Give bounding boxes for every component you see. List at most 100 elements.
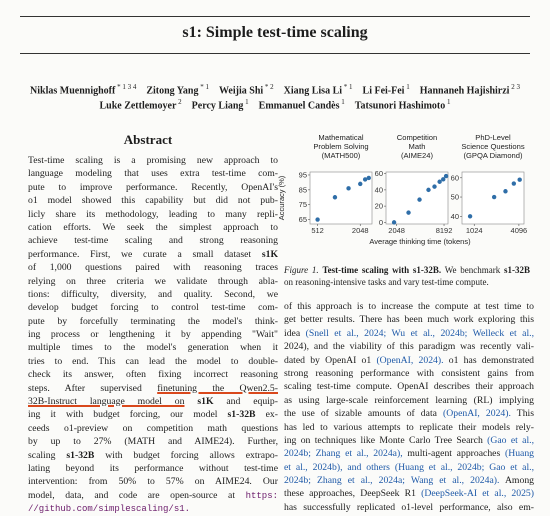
author-affiliation: * 1 (198, 83, 209, 91)
abstract-line: ceeds o1-preview on competition math que… (28, 422, 278, 434)
repo-link[interactable]: //github.com/simplescaling/s1. (28, 504, 191, 515)
citation-link[interactable]: (Huang (504, 448, 534, 460)
panel-title: (MATH500) (322, 151, 361, 160)
intro-text: idea (284, 327, 301, 339)
title-rule-bottom (20, 53, 530, 54)
x-tick-label: 1024 (466, 226, 483, 235)
caption-bold: Test-time scaling with s1-32B. (322, 265, 442, 275)
author-name: Zitong Yang (146, 85, 199, 97)
abstract-line: of 1,000 questions paired with reasoning… (28, 262, 278, 274)
author-name: Xiang Lisa Li (283, 85, 343, 97)
x-axis-label: Average thinking time (tokens) (369, 237, 471, 246)
abstract-heading: Abstract (123, 132, 173, 147)
abstract-line: tries to end. This can lead the model to… (28, 355, 278, 367)
abstract-line: develop budget forcing to control test-t… (28, 302, 278, 314)
citation-link[interactable]: (DeepSeek-AI et al., 2025) (421, 488, 534, 500)
citation-link[interactable]: et al., 2024b), and others (284, 461, 390, 473)
author-affiliation: 2 3 (509, 83, 520, 91)
intro-text: This (516, 408, 534, 420)
citation-link[interactable]: 2024b; Zhang et al., 2024a; Wang et al.,… (284, 475, 500, 487)
intro-line: dated by OpenAI o1 (OpenAI, 2024). o1 ha… (284, 354, 534, 367)
data-point (426, 187, 431, 193)
abstract-text: and equip- (226, 396, 278, 408)
citation-link[interactable]: Zhang et al., 2024a), (315, 448, 403, 460)
abstract-line: intervention: from 50% to 57% on AIME24.… (28, 476, 278, 488)
citation-link[interactable]: (Gao et al., (487, 434, 534, 446)
figure-label: Figure 1. (284, 265, 319, 275)
data-point (467, 214, 473, 219)
citation-link[interactable]: (OpenAI, 2024). (443, 408, 511, 420)
abstract-line: cation efforts. We seek the simplest app… (28, 221, 278, 233)
x-tick-label: 8192 (436, 226, 453, 235)
author-affiliation: * 2 (263, 83, 274, 91)
author-affiliation: * 1 3 4 (115, 83, 137, 91)
intro-line: has successfully replicated o1-level per… (284, 501, 534, 513)
author-affiliation: * 1 (342, 83, 353, 91)
intro-text: multi-agent approaches (407, 448, 501, 460)
abstract-line: lating beyond its performance without te… (28, 462, 278, 475)
abstract-line: performance. First, we curate a small da… (28, 248, 278, 261)
intro-line: idea (Snell et al., 2024; Wu et al., 202… (284, 327, 534, 340)
abstract-line: ing process or lengthening it by appendi… (28, 329, 278, 341)
citation-link[interactable]: (Snell et al., 2024; Wu et al., 2024b; W… (305, 327, 534, 339)
intro-line: as using large-scale reinforcement learn… (284, 394, 534, 406)
intro-line: the use of sizable amounts of data (Open… (284, 407, 534, 420)
panel-title: Mathematical (318, 133, 363, 142)
y-tick-label: 60 (451, 173, 459, 182)
data-point (406, 210, 411, 215)
abstract-line: check its answer, often fixing incorrect… (28, 369, 278, 381)
intro-line: get better results. There has been much … (284, 314, 534, 326)
x-tick-label: 2048 (388, 226, 405, 235)
repo-link[interactable]: https: (245, 490, 278, 501)
data-point (366, 175, 371, 181)
y-tick-label: 40 (375, 185, 383, 194)
data-point (362, 177, 368, 182)
data-point (358, 181, 363, 187)
intro-text: these approaches, DeepSeek R1 (284, 488, 416, 500)
author-name: Percy Liang (191, 100, 244, 112)
data-point (315, 217, 320, 222)
data-point (437, 179, 442, 184)
data-point (417, 197, 422, 202)
highlighted-phrase: 32B-Instruct language model on (28, 396, 185, 408)
author-name: Hannaneh Hajishirzi (419, 85, 510, 97)
intro-line: scaling test-time compute. OpenAI descri… (284, 381, 534, 393)
abstract-line: ing it with budget forcing, our model s1… (28, 408, 278, 421)
panel-title: Competition (397, 133, 438, 142)
panel-title: Science Questions (461, 142, 525, 151)
panel-frame (309, 171, 373, 225)
citation-link[interactable]: (OpenAI, 2024). (376, 354, 444, 366)
author-affiliation: 1 (339, 98, 345, 106)
intro-body: of this approach is to increase the comp… (284, 300, 534, 514)
citation-link[interactable]: 2024b; (284, 448, 311, 460)
data-point (432, 184, 437, 189)
s1-32b-term: s1-32B (66, 449, 95, 461)
author-name: Tatsunori Hashimoto (354, 100, 446, 112)
caption-line: Figure 1. Test-time scaling with s1-32B.… (284, 264, 530, 276)
y-tick-label: 95 (299, 170, 307, 179)
data-point (517, 177, 522, 182)
s1k-term: s1K (197, 396, 214, 408)
y-tick-label: 0 (379, 218, 383, 227)
abstract-line: relying on three criteria we validate th… (28, 275, 278, 287)
abstract-text: ing it with budget forcing, our model (28, 409, 218, 421)
intro-line: strong reasoning performance with consis… (284, 367, 534, 379)
abstract-line: Test-time scaling is a promising new app… (28, 155, 278, 166)
y-tick-label: 85 (299, 185, 307, 194)
y-tick-label: 60 (375, 169, 383, 178)
intro-text: o1 has demonstrated (448, 354, 534, 366)
abstract-line: //github.com/simplescaling/s1. (28, 502, 278, 515)
abstract-line: 32B-Instruct language model on s1K and e… (28, 395, 278, 408)
author-affiliation: 1 (243, 98, 249, 106)
panel-frame (385, 171, 449, 225)
intro-text: the use of sizable amounts of data (284, 408, 437, 420)
abstract-line: multiple times to the model's generation… (28, 342, 278, 354)
abstract-text: model, data, and code are open-source at (28, 489, 236, 501)
data-point (346, 186, 351, 191)
panel-title: Math (409, 142, 426, 151)
citation-link[interactable]: (Huang et al., 2024b; Gao et al., (394, 461, 534, 473)
author-name: Niklas Muennighoff (30, 85, 116, 97)
s1k-term: s1K (261, 248, 278, 260)
caption-text: We benchmark (444, 265, 501, 275)
